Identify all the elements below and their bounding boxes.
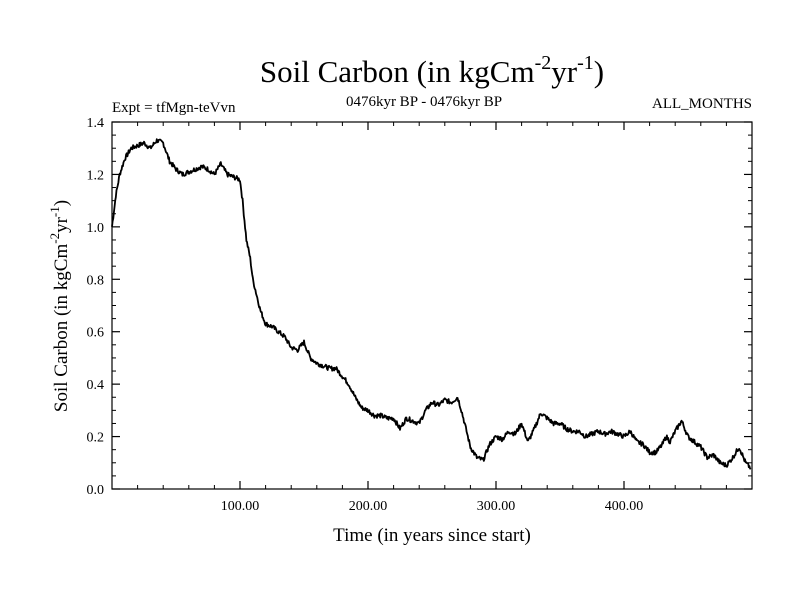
x-tick-label: 400.00 — [605, 499, 644, 514]
y-tick-label: 0.0 — [87, 483, 105, 498]
y-tick-label: 0.8 — [87, 273, 105, 288]
y-tick-label: 0.2 — [87, 431, 105, 446]
x-tick-label: 300.00 — [477, 499, 516, 514]
y-axis-label: Soil Carbon (in kgCm-2yr-1) — [47, 200, 72, 412]
y-axis-ticks: 0.0 0.2 0.4 0.6 0.8 1.0 1.2 1.4 — [87, 116, 752, 498]
x-tick-label: 100.00 — [221, 499, 260, 514]
y-tick-label: 1.4 — [87, 116, 105, 131]
soil-carbon-series-line — [111, 138, 752, 470]
y-tick-label: 1.2 — [87, 168, 105, 183]
subtitle-right: ALL_MONTHS — [652, 96, 752, 112]
y-tick-label: 1.0 — [87, 221, 105, 236]
y-tick-label: 0.4 — [87, 378, 105, 393]
x-axis-ticks: 100.00 200.00 300.00 400.00 — [137, 122, 727, 514]
subtitle-left: Expt = tfMgn-teVvn — [112, 100, 236, 116]
x-tick-label: 200.00 — [349, 499, 388, 514]
y-tick-label: 0.6 — [87, 326, 105, 341]
plot-frame — [111, 121, 753, 490]
subtitle-center: 0476kyr BP - 0476kyr BP — [346, 94, 502, 110]
x-axis-label: Time (in years since start) — [333, 525, 531, 546]
chart-title: Soil Carbon (in kgCm-2yr-1) — [260, 52, 604, 89]
